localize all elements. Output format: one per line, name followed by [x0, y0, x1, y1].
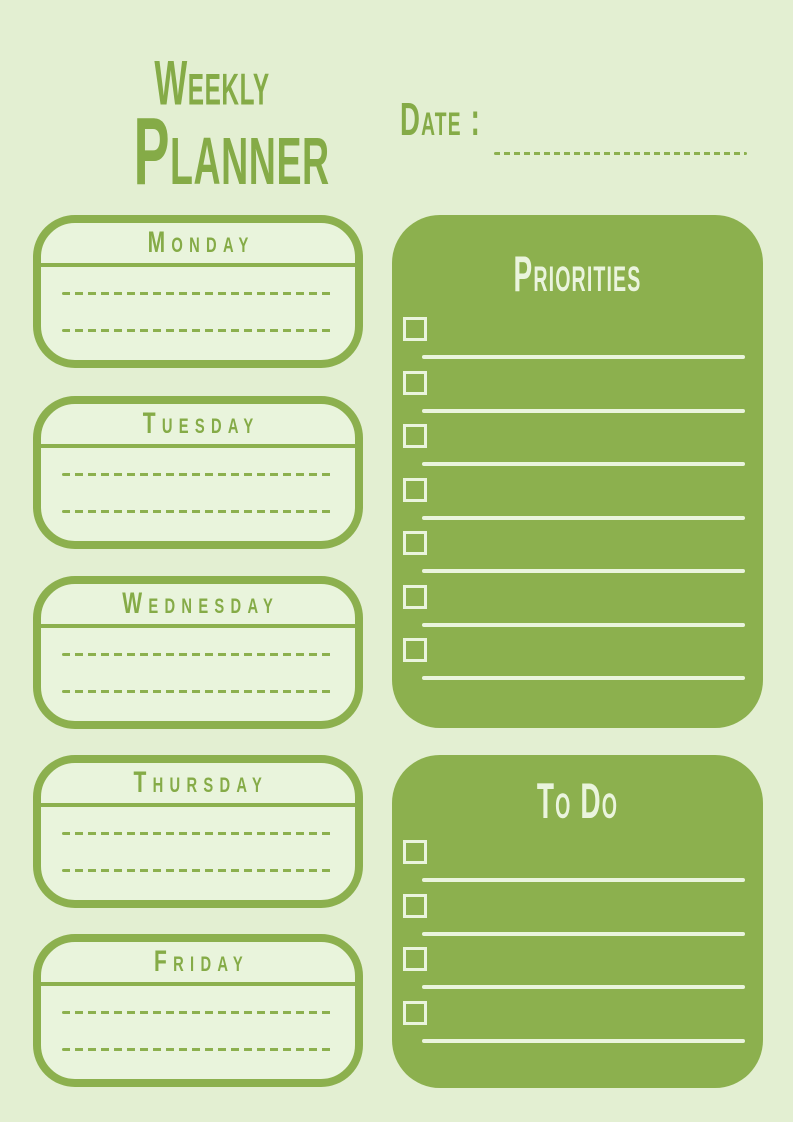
- priority-row: [392, 638, 763, 692]
- todo-rows: [392, 840, 763, 1054]
- writing-line[interactable]: [62, 832, 332, 835]
- priority-row: [392, 584, 763, 639]
- day-card-header: Friday: [41, 942, 355, 986]
- priorities-title: Priorities: [513, 246, 642, 302]
- date-label: Date :: [400, 93, 481, 145]
- checkbox[interactable]: [403, 424, 427, 448]
- writing-line[interactable]: [62, 653, 332, 656]
- task-line[interactable]: [422, 569, 745, 573]
- day-label-thursday: Thursday: [133, 766, 269, 799]
- writing-line[interactable]: [62, 329, 332, 332]
- day-label-tuesday: Tuesday: [142, 407, 260, 440]
- priority-row: [392, 531, 763, 585]
- day-label-wednesday: Wednesday: [122, 587, 280, 620]
- day-card-header: Thursday: [41, 763, 355, 807]
- task-line[interactable]: [422, 1038, 745, 1043]
- task-line[interactable]: [422, 676, 745, 680]
- task-line[interactable]: [422, 355, 745, 359]
- task-line[interactable]: [422, 622, 745, 627]
- writing-line[interactable]: [62, 473, 332, 476]
- checkbox[interactable]: [403, 317, 427, 341]
- task-line[interactable]: [422, 985, 745, 989]
- day-card-body: [41, 448, 355, 513]
- page-title-line2: Planner: [133, 98, 330, 205]
- day-label-friday: Friday: [153, 945, 249, 978]
- task-line[interactable]: [422, 931, 745, 936]
- todo-row: [392, 840, 763, 894]
- day-card-body: [41, 807, 355, 872]
- page-title-line1: Weekly: [154, 47, 270, 119]
- priority-row: [392, 424, 763, 478]
- day-card-header: Monday: [41, 223, 355, 267]
- checkbox[interactable]: [403, 1000, 427, 1025]
- day-card-body: [41, 267, 355, 332]
- task-line[interactable]: [422, 515, 745, 520]
- task-line[interactable]: [422, 408, 745, 413]
- todo-row: [392, 947, 763, 1001]
- day-card-tuesday: Tuesday: [33, 396, 363, 549]
- priorities-rows: [392, 317, 763, 692]
- checkbox[interactable]: [403, 893, 427, 918]
- day-card-body: [41, 628, 355, 693]
- day-card-body: [41, 986, 355, 1051]
- priorities-panel: Priorities: [392, 215, 763, 728]
- writing-line[interactable]: [62, 510, 332, 513]
- todo-panel: To Do: [392, 755, 763, 1088]
- date-block: Date :: [400, 96, 535, 142]
- priority-row: [392, 317, 763, 371]
- writing-line[interactable]: [62, 1048, 332, 1051]
- day-card-header: Wednesday: [41, 584, 355, 628]
- day-card-thursday: Thursday: [33, 755, 363, 908]
- checkbox[interactable]: [403, 584, 427, 609]
- checkbox[interactable]: [403, 947, 427, 971]
- day-card-header: Tuesday: [41, 404, 355, 448]
- checkbox[interactable]: [403, 477, 427, 502]
- checkbox[interactable]: [403, 370, 427, 395]
- writing-line[interactable]: [62, 292, 332, 295]
- priority-row: [392, 477, 763, 532]
- checkbox[interactable]: [403, 531, 427, 555]
- todo-row: [392, 1000, 763, 1055]
- date-input-line[interactable]: [494, 152, 747, 155]
- priority-row: [392, 370, 763, 425]
- checkbox[interactable]: [403, 638, 427, 662]
- day-card-friday: Friday: [33, 934, 363, 1087]
- day-card-wednesday: Wednesday: [33, 576, 363, 729]
- day-card-monday: Monday: [33, 215, 363, 368]
- writing-line[interactable]: [62, 1011, 332, 1014]
- todo-title: To Do: [536, 773, 619, 829]
- task-line[interactable]: [422, 878, 745, 882]
- task-line[interactable]: [422, 462, 745, 466]
- todo-row: [392, 893, 763, 948]
- checkbox[interactable]: [403, 840, 427, 864]
- writing-line[interactable]: [62, 869, 332, 872]
- title-block: Weekly Planner: [72, 47, 352, 205]
- writing-line[interactable]: [62, 690, 332, 693]
- day-label-monday: Monday: [147, 226, 255, 259]
